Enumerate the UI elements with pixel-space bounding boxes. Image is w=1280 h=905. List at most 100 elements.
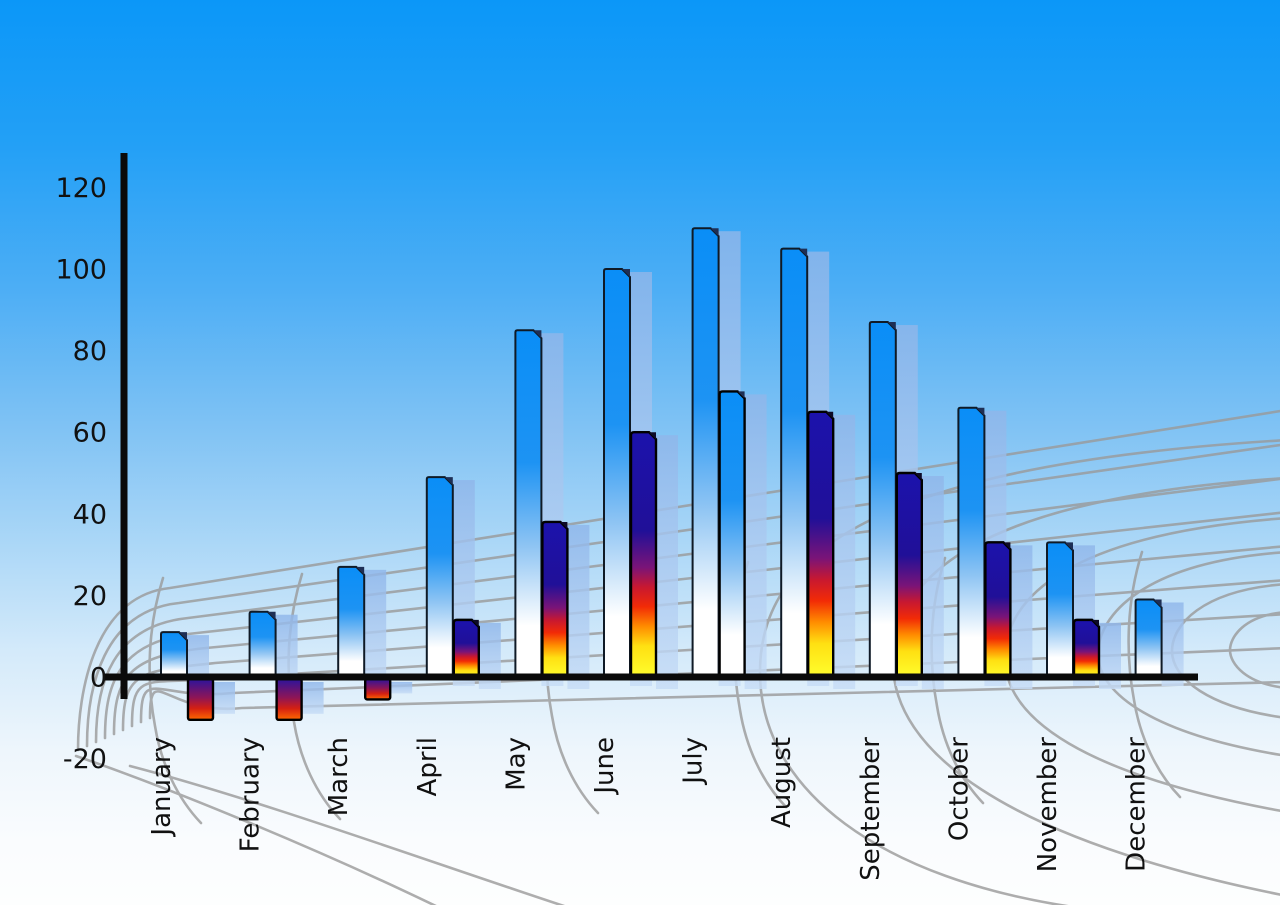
primary-bar (1046, 541, 1074, 679)
bar-bevel (622, 269, 630, 277)
bar-group-march (337, 565, 413, 701)
bar-depth-slab (364, 569, 387, 686)
bar-depth-slab (744, 394, 767, 689)
y-axis-line (120, 153, 128, 699)
grid-line (76, 409, 1280, 752)
y-tick-label: 0 (90, 663, 107, 694)
x-axis-month-label: March (324, 737, 354, 816)
x-axis-month-label: September (856, 737, 886, 881)
bar-bevel (471, 619, 479, 627)
bar-group-october (957, 406, 1033, 689)
bar-bevel (887, 322, 896, 331)
bar-depth-slab (656, 435, 678, 689)
bar-bevel (356, 566, 365, 575)
bar-bevel (560, 521, 568, 529)
bar-bevel (1003, 542, 1011, 550)
grid-line (1127, 550, 1182, 799)
bar-bevel (799, 248, 808, 257)
grid-line (85, 443, 1280, 748)
bar-depth-slab (921, 476, 944, 689)
bar-depth-slab (390, 682, 413, 694)
grid-line (74, 754, 437, 905)
bar-depth-slab (301, 682, 324, 714)
bar-bevel (737, 391, 745, 399)
bar-bevel (976, 407, 985, 416)
bar-bevel (267, 611, 276, 620)
bar-bevel (826, 411, 834, 419)
bar-depth-slab (833, 414, 856, 689)
secondary-bar-negative (186, 677, 215, 721)
bar-bevel (1153, 599, 1162, 608)
primary-bar (603, 268, 631, 679)
secondary-bar (629, 431, 658, 680)
x-axis-month-label: December (1122, 737, 1152, 872)
bar-bevel (710, 228, 719, 237)
x-axis-month-label: April (413, 737, 443, 796)
x-axis-month-label: October (944, 737, 974, 841)
y-tick-label: 100 (55, 255, 107, 286)
bar-group-december (1134, 598, 1184, 686)
grid-line (1228, 611, 1280, 689)
y-tick-label: 20 (73, 581, 107, 612)
secondary-bar (1072, 618, 1101, 680)
primary-bar (337, 565, 366, 679)
x-axis-month-label: January (147, 737, 177, 838)
secondary-bar-negative (364, 677, 392, 701)
bar-bevel (1065, 542, 1073, 551)
grid-line (128, 764, 566, 905)
primary-bar (248, 610, 277, 679)
secondary-bar (984, 541, 1012, 680)
bar-bevel (914, 473, 922, 480)
secondary-bar (452, 618, 480, 680)
bar-depth-slab (213, 682, 235, 714)
bar-group-september (868, 321, 944, 689)
bar-depth-slab (1099, 622, 1121, 689)
axis-labels: 120 100 80 60 40 20 0 -20 January February March Ap… (55, 173, 1151, 881)
primary-bar (1134, 598, 1163, 679)
bar-group-january (160, 631, 235, 721)
y-tick-label: 60 (73, 418, 107, 449)
bars-layer (160, 227, 1184, 721)
axes (104, 153, 1198, 699)
primary-bar (868, 321, 897, 679)
x-axis-line (104, 673, 1198, 681)
primary-bar (160, 631, 188, 679)
bar-group-june (603, 268, 678, 689)
bar-bevel (179, 632, 187, 641)
x-axis-month-label: July (679, 737, 709, 786)
bar-bevel (649, 432, 656, 440)
bar-group-april (425, 476, 501, 689)
bar-depth-slab (478, 622, 501, 689)
y-tick-label: -20 (63, 744, 107, 775)
y-tick-label: 40 (73, 499, 107, 530)
secondary-bar-negative (275, 677, 303, 721)
primary-bar (514, 329, 543, 679)
bar-bevel (1092, 619, 1099, 627)
bar-group-july (691, 227, 767, 689)
bar-group-february (248, 610, 324, 721)
bar-group-may (514, 329, 590, 689)
x-axis-month-label: February (236, 737, 266, 852)
y-tick-label: 120 (55, 173, 107, 204)
bar-depth-slab (1010, 545, 1033, 689)
secondary-bar (718, 390, 746, 680)
bar-depth-slab (567, 524, 590, 689)
primary-bar (425, 476, 454, 679)
bar-depth-slab (275, 614, 298, 686)
bar-depth-slab (187, 635, 209, 686)
x-axis-month-label: June (590, 737, 620, 796)
primary-bar (957, 406, 986, 679)
grid-line (94, 477, 1280, 744)
x-axis-month-label: November (1033, 737, 1063, 873)
x-axis-month-label: August (767, 737, 797, 828)
bar-bevel (444, 477, 453, 486)
bar-depth-slab (1161, 602, 1184, 686)
primary-bar (691, 227, 720, 679)
secondary-bar (807, 410, 835, 680)
bar-group-august (780, 247, 856, 689)
primary-bar (780, 247, 809, 679)
secondary-bar (895, 471, 923, 680)
bar-bevel (533, 330, 542, 339)
